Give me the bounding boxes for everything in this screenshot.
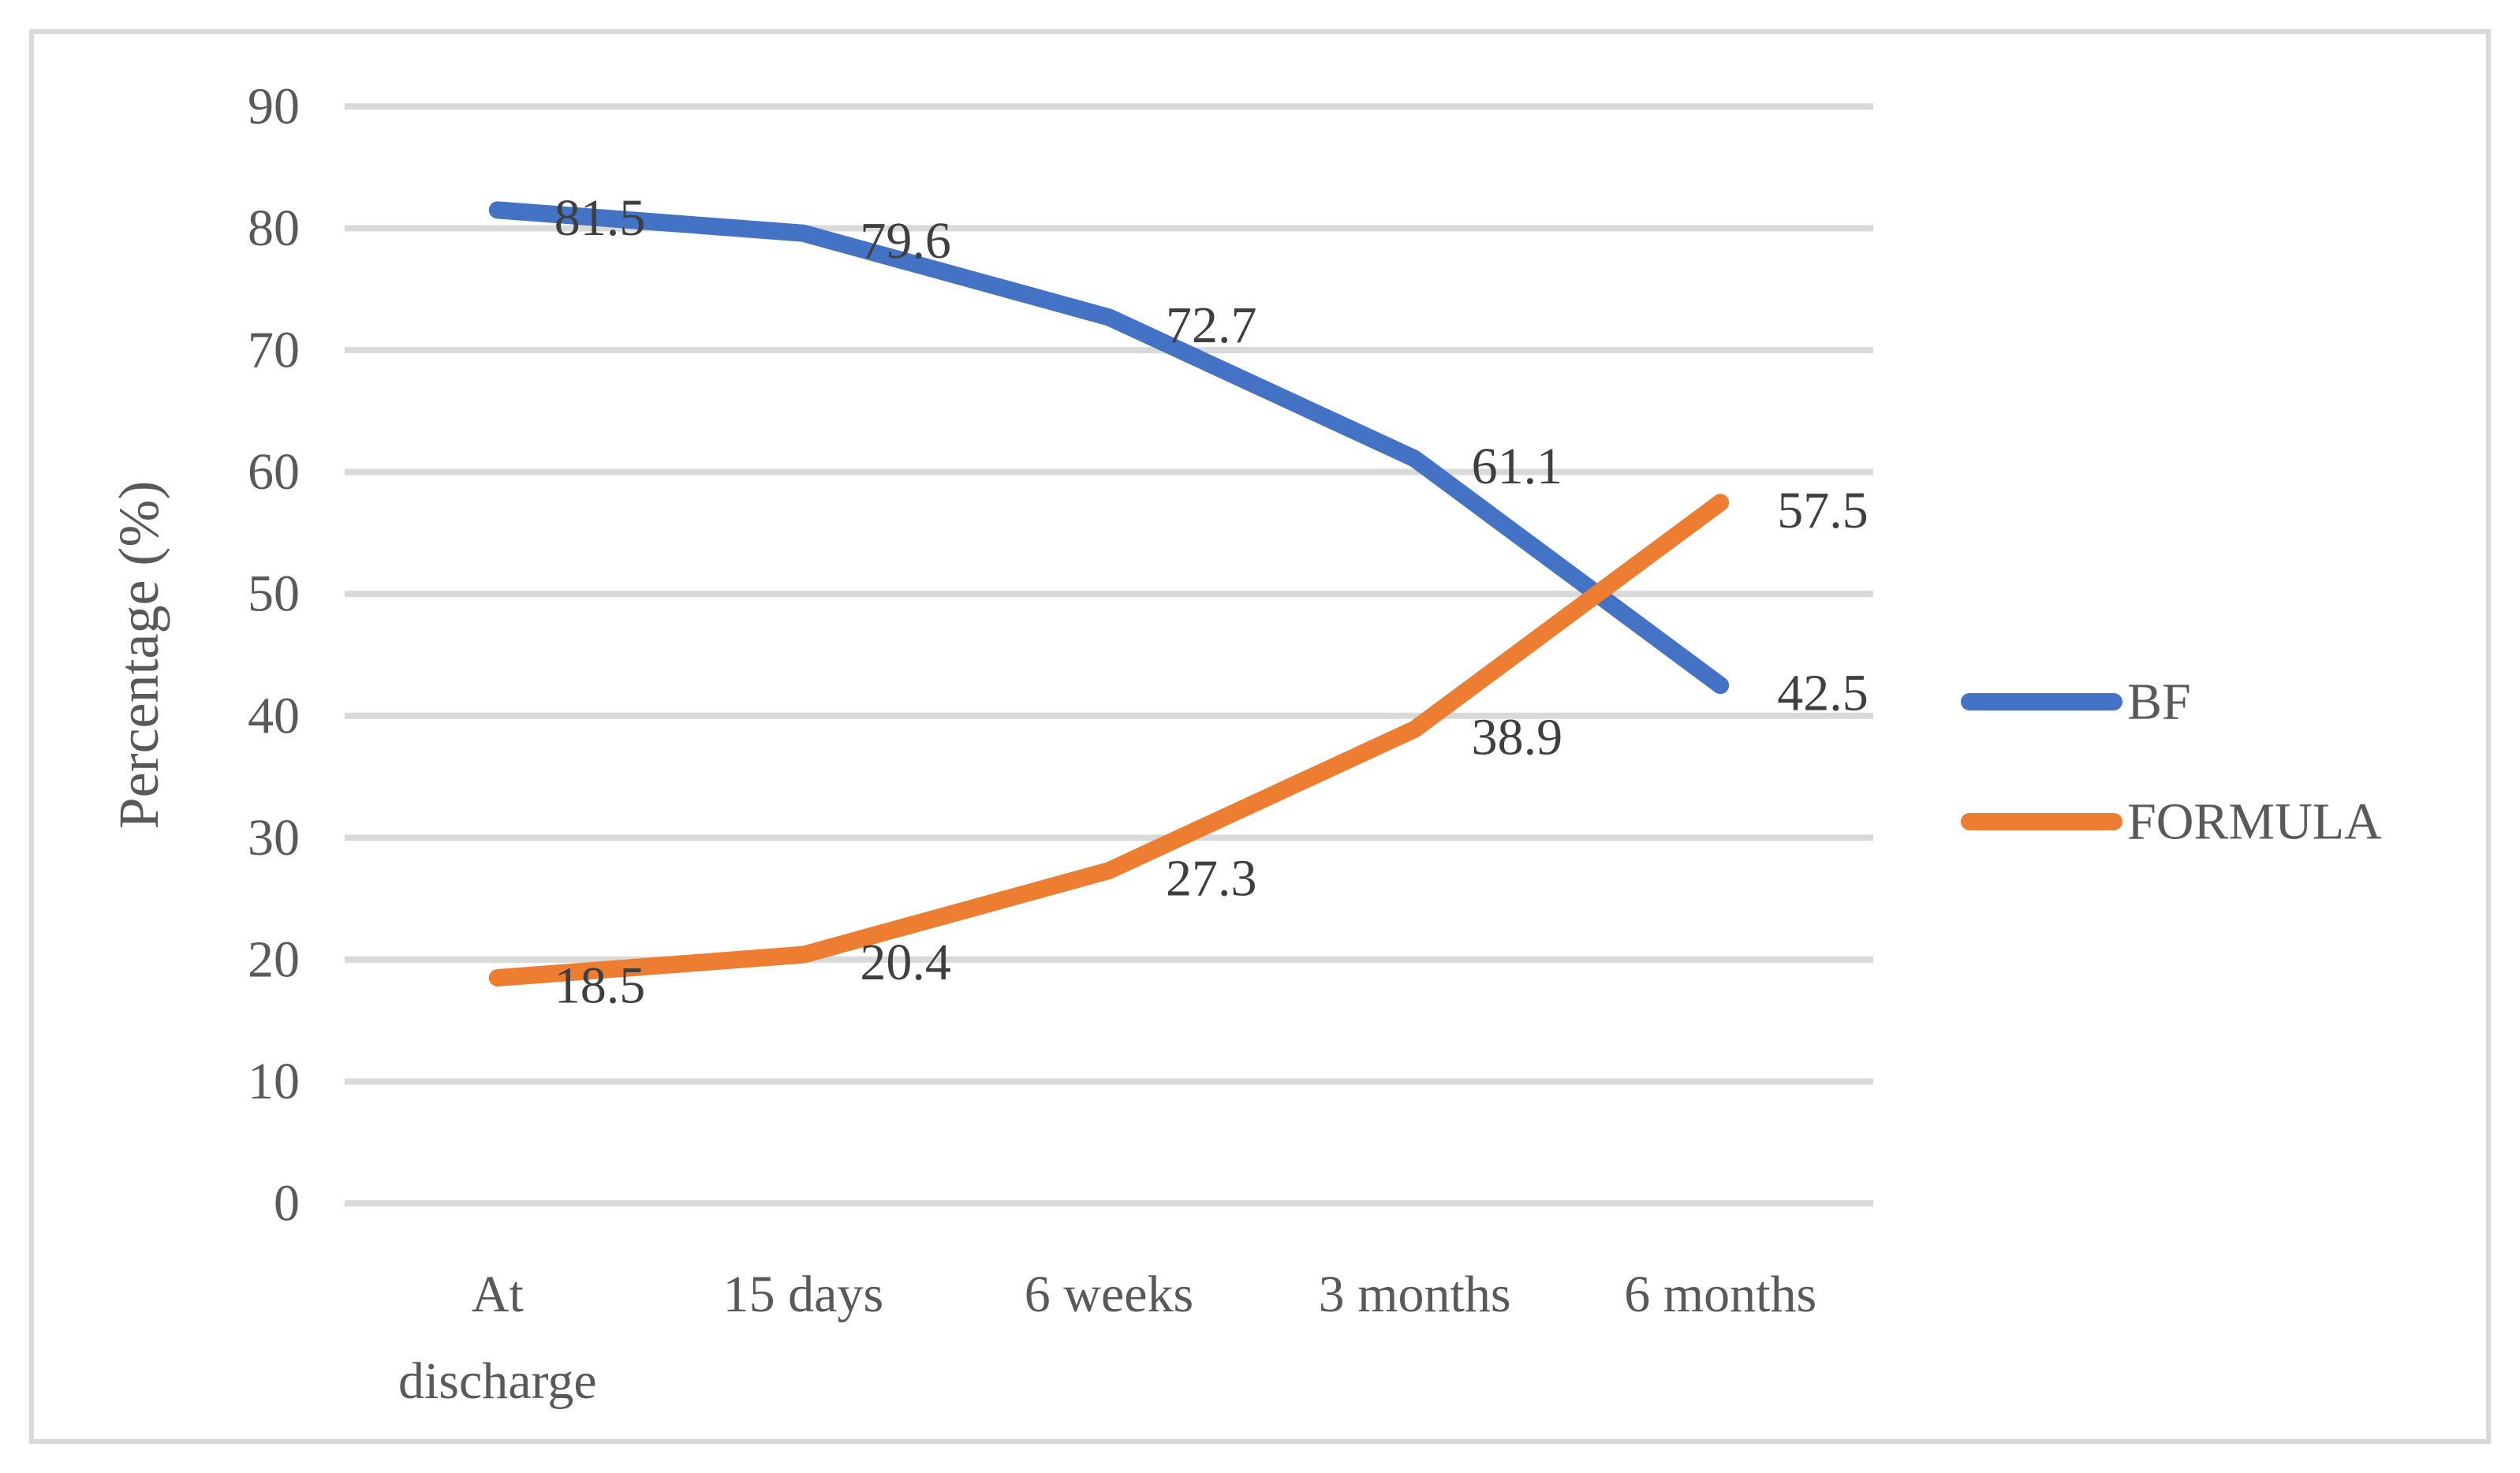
y-tick-label: 0: [274, 1175, 300, 1232]
data-label: 42.5: [1777, 665, 1869, 722]
data-label: 79.6: [860, 212, 951, 270]
data-label: 18.5: [554, 957, 646, 1015]
x-tick-label: At: [472, 1266, 524, 1323]
figure-border: [29, 29, 2491, 1444]
y-tick-label: 60: [248, 443, 300, 501]
y-tick-label: 50: [248, 565, 300, 623]
y-tick-label: 20: [248, 930, 300, 988]
y-tick-label: 80: [248, 200, 300, 257]
y-tick-label: 70: [248, 322, 300, 379]
data-label: 20.4: [860, 934, 951, 991]
x-tick-label: 15 days: [723, 1266, 883, 1323]
x-tick-label: 6 weeks: [1025, 1266, 1193, 1323]
data-label: 38.9: [1472, 708, 1563, 766]
y-tick-label: 40: [248, 687, 300, 744]
x-tick-label: 3 months: [1319, 1266, 1511, 1323]
series-line-formula: [488, 494, 1730, 987]
x-tick-label: 6 months: [1624, 1266, 1816, 1323]
legend-label-bf: BF: [2127, 673, 2191, 731]
series-line-bf: [488, 201, 1730, 695]
y-tick-label: 30: [248, 809, 300, 867]
y-tick-label: 10: [248, 1053, 300, 1110]
data-label: 81.5: [554, 189, 646, 247]
data-label: 27.3: [1166, 850, 1257, 908]
data-label: 72.7: [1166, 296, 1257, 354]
legend-label-formula: FORMULA: [2127, 793, 2382, 851]
y-tick-label: 90: [248, 78, 300, 136]
y-axis-title: Percentage (%): [107, 481, 170, 830]
x-tick-label: discharge: [398, 1352, 597, 1410]
data-label: 57.5: [1777, 482, 1869, 539]
data-label: 61.1: [1472, 438, 1563, 495]
